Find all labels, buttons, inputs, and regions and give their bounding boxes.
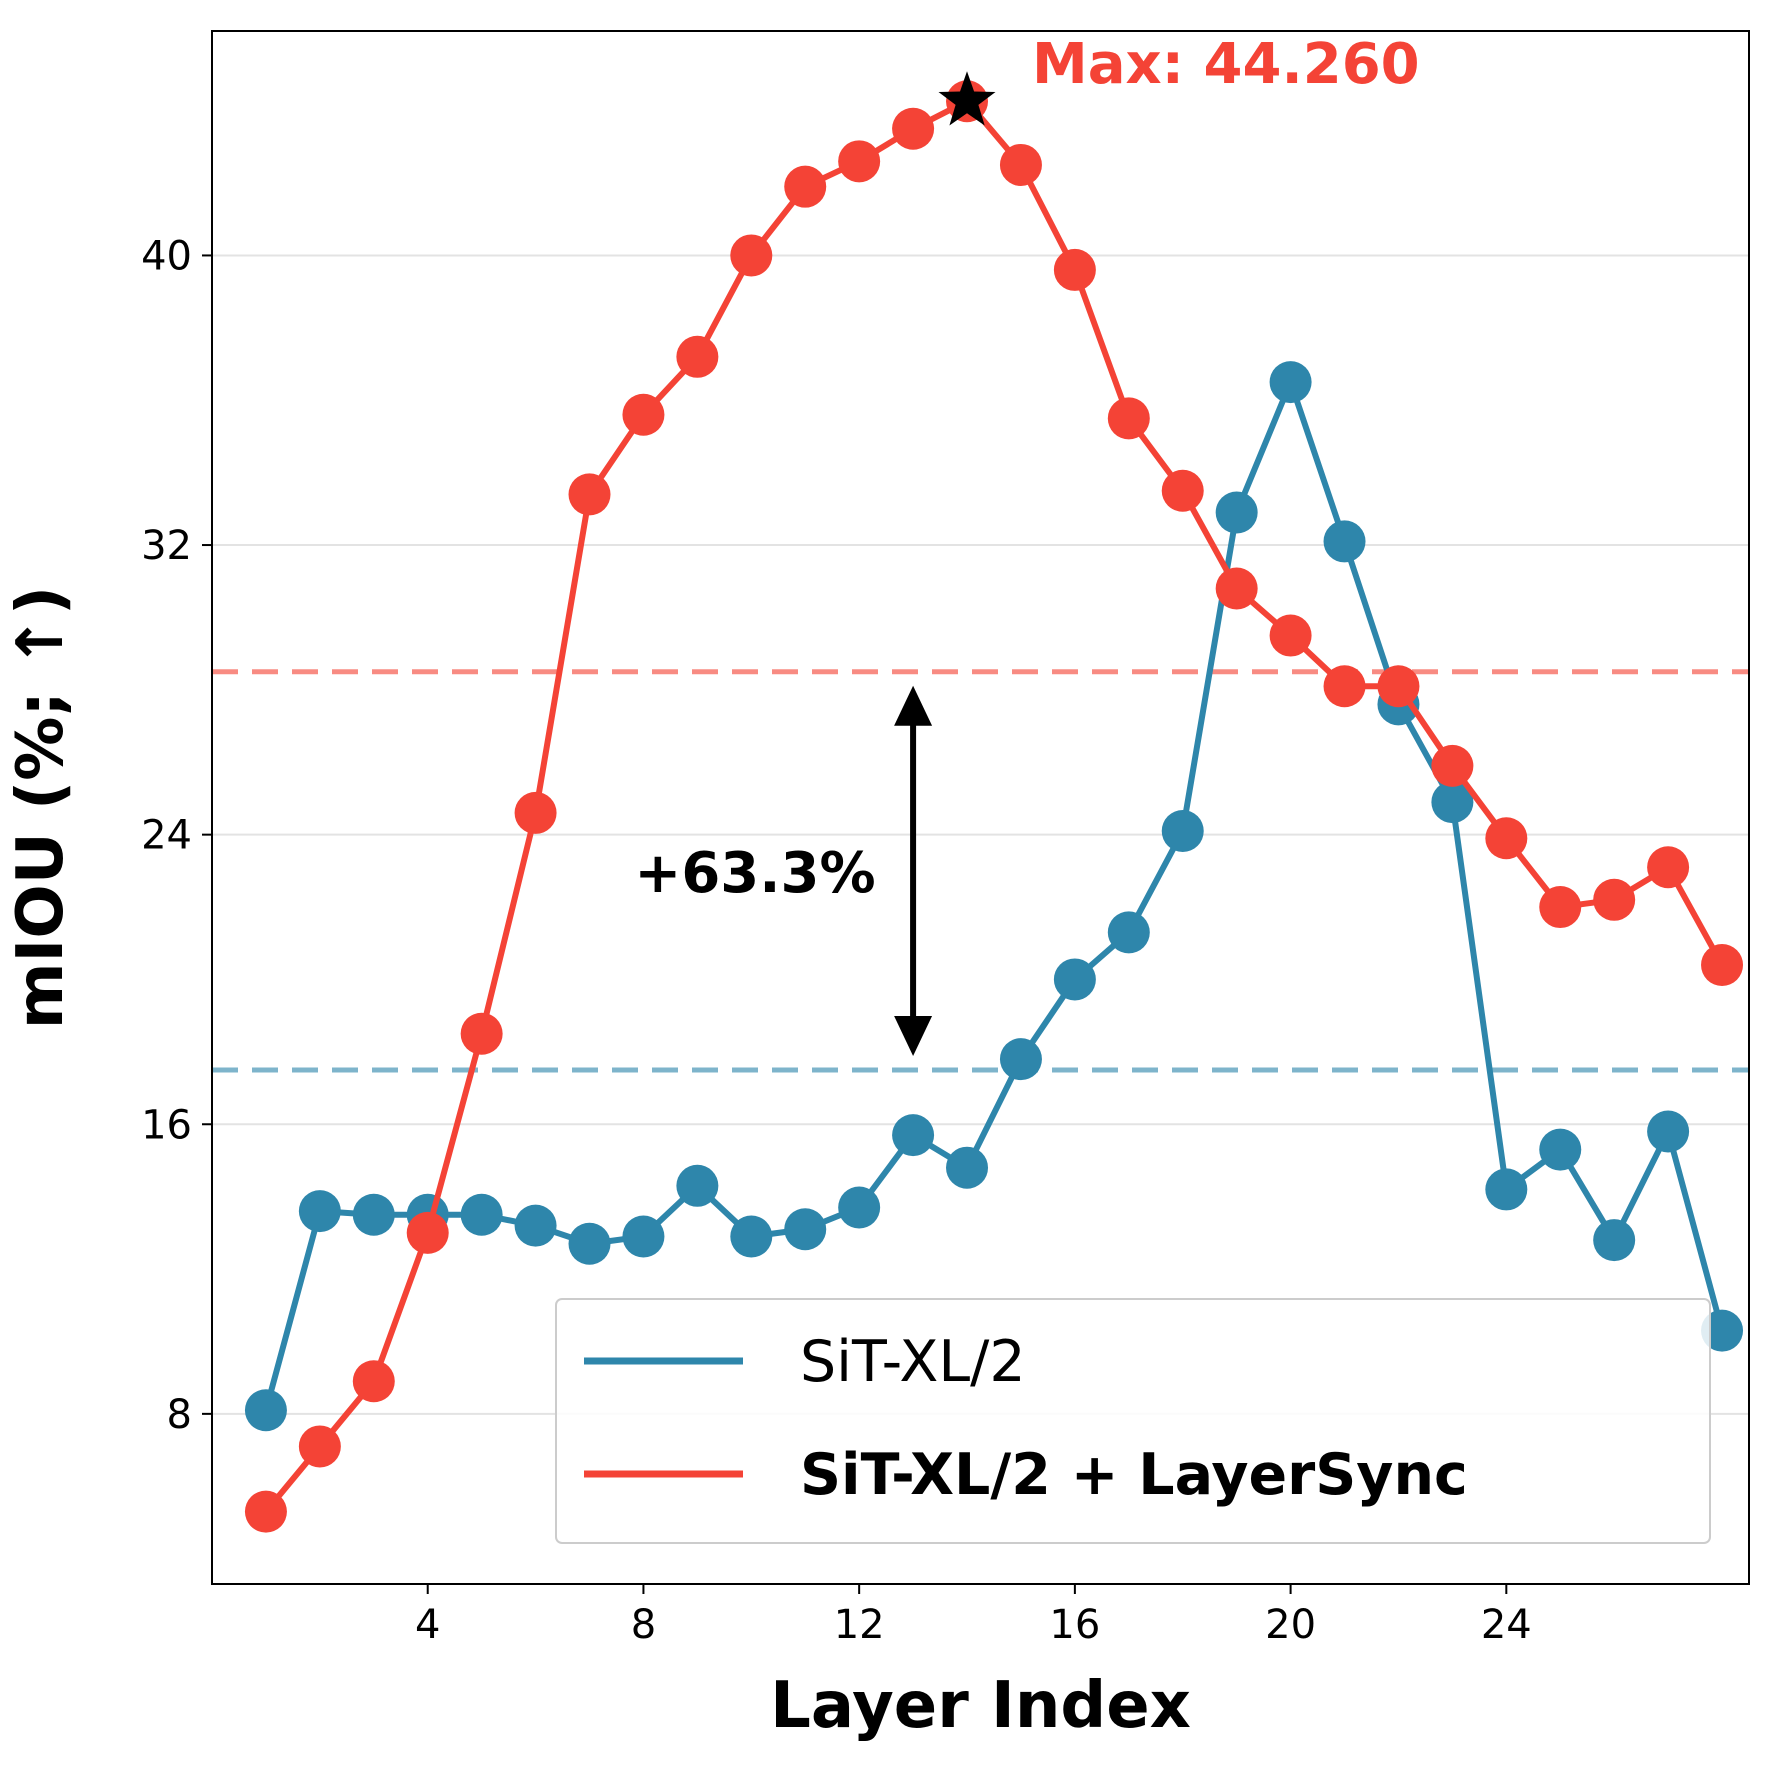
data-point-sit-xl-2: [730, 1215, 773, 1258]
data-point-sit-xl-2-layersync: [838, 140, 881, 183]
y-axis-label: mIOU (%; ↑): [4, 586, 78, 1029]
data-point-sit-xl-2-layersync: [406, 1211, 449, 1254]
data-point-sit-xl-2: [514, 1204, 557, 1247]
improvement-annotation: +63.3%: [634, 841, 875, 906]
data-point-sit-xl-2-layersync: [1701, 943, 1744, 986]
data-point-sit-xl-2-layersync: [1269, 614, 1312, 657]
data-point-sit-xl-2-layersync: [1539, 886, 1582, 929]
x-tick-label: 12: [834, 1602, 885, 1648]
data-point-sit-xl-2-layersync: [514, 791, 557, 834]
x-tick-label: 16: [1049, 1602, 1100, 1648]
data-point-sit-xl-2: [1107, 911, 1150, 954]
data-point-sit-xl-2-layersync: [1107, 397, 1150, 440]
data-point-sit-xl-2: [352, 1193, 395, 1236]
max-star-marker: [938, 71, 996, 126]
data-point-sit-xl-2-layersync: [460, 1012, 503, 1055]
data-point-sit-xl-2-layersync: [568, 473, 611, 516]
data-point-sit-xl-2: [1323, 520, 1366, 563]
y-tick-label: 8: [167, 1392, 192, 1438]
y-tick-label: 24: [141, 813, 192, 859]
max-annotation: Max: 44.260: [1032, 32, 1420, 97]
y-tick-label: 16: [141, 1102, 192, 1148]
data-point-sit-xl-2: [946, 1146, 989, 1189]
data-point-sit-xl-2: [622, 1215, 665, 1258]
data-point-sit-xl-2-layersync: [676, 335, 719, 378]
data-point-sit-xl-2-layersync: [1161, 469, 1204, 512]
x-tick-label: 8: [631, 1602, 656, 1648]
arrow-head-down: [894, 1015, 933, 1056]
data-point-sit-xl-2: [298, 1190, 341, 1233]
data-point-sit-xl-2: [1053, 958, 1096, 1001]
x-tick-label: 4: [415, 1602, 440, 1648]
data-point-sit-xl-2: [999, 1038, 1042, 1081]
data-point-sit-xl-2-layersync: [1647, 846, 1690, 889]
series-line-sit-xl-2-layersync: [263, 98, 1725, 1514]
data-point-sit-xl-2: [1161, 810, 1204, 853]
legend: SiT-XL/2 SiT-XL/2 + LayerSync: [555, 1298, 1711, 1544]
data-point-sit-xl-2: [784, 1208, 827, 1251]
data-point-sit-xl-2: [1431, 781, 1474, 824]
data-point-sit-xl-2-layersync: [784, 165, 827, 208]
legend-label-layersync: SiT-XL/2 + LayerSync: [800, 1442, 1468, 1508]
data-point-sit-xl-2-layersync: [1215, 567, 1258, 610]
data-point-sit-xl-2-layersync: [999, 143, 1042, 186]
data-point-sit-xl-2: [1647, 1110, 1690, 1153]
data-point-sit-xl-2: [1593, 1219, 1636, 1262]
y-tick-label: 40: [141, 233, 192, 279]
data-point-sit-xl-2: [244, 1389, 287, 1432]
data-point-sit-xl-2: [1701, 1309, 1744, 1352]
data-point-sit-xl-2-layersync: [892, 107, 935, 150]
data-point-sit-xl-2-layersync: [1485, 817, 1528, 860]
x-tick-label: 24: [1481, 1602, 1532, 1648]
data-point-sit-xl-2-layersync: [1431, 744, 1474, 787]
data-point-sit-xl-2-layersync: [730, 234, 773, 277]
data-point-sit-xl-2: [1269, 361, 1312, 404]
data-point-sit-xl-2-layersync: [298, 1425, 341, 1468]
x-axis-label: Layer Index: [770, 1669, 1191, 1743]
data-point-sit-xl-2: [676, 1164, 719, 1207]
legend-label-sit-xl2: SiT-XL/2: [800, 1329, 1026, 1395]
data-point-sit-xl-2-layersync: [1053, 248, 1096, 291]
series-line-sit-xl-2: [263, 379, 1725, 1412]
data-point-sit-xl-2: [838, 1186, 881, 1229]
data-point-sit-xl-2-layersync: [622, 393, 665, 436]
data-point-sit-xl-2: [1215, 491, 1258, 534]
data-point-sit-xl-2: [1539, 1128, 1582, 1171]
annotations: Max: 44.260 +63.3%: [634, 32, 1420, 1056]
legend-box: [555, 1298, 1711, 1544]
arrow-head-up: [894, 685, 933, 726]
data-point-sit-xl-2: [460, 1193, 503, 1236]
x-tick-label: 20: [1265, 1602, 1316, 1648]
data-point-sit-xl-2: [1485, 1168, 1528, 1211]
data-point-sit-xl-2: [568, 1222, 611, 1265]
data-point-sit-xl-2: [892, 1114, 935, 1157]
data-point-sit-xl-2-layersync: [244, 1490, 287, 1533]
data-point-sit-xl-2-layersync: [1377, 665, 1420, 708]
data-point-sit-xl-2-layersync: [1323, 665, 1366, 708]
reference-lines: [212, 669, 1749, 1073]
data-point-sit-xl-2-layersync: [1593, 878, 1636, 921]
y-tick-label: 32: [141, 523, 192, 569]
plot-frame: [211, 30, 1750, 1585]
data-point-sit-xl-2-layersync: [352, 1360, 395, 1403]
data-series: [244, 80, 1744, 1533]
